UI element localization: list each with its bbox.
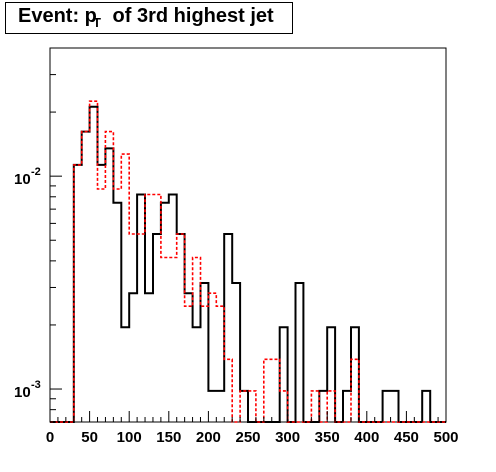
title-subscript: T	[93, 15, 101, 30]
title-text: Event: p	[18, 5, 97, 27]
y-tick-exponent: -2	[31, 166, 41, 178]
y-tick-label: 10 -2	[14, 166, 41, 188]
x-tick-label: 350	[315, 429, 340, 446]
series-1-histogram	[50, 105, 446, 423]
x-tick-label: 150	[156, 429, 181, 446]
title-text-rest: of 3rd highest jet	[107, 5, 274, 27]
x-tick-label: 50	[81, 429, 98, 446]
x-tick-label: 200	[196, 429, 221, 446]
x-tick-label: 500	[433, 429, 458, 446]
y-tick-base: 10	[14, 171, 31, 188]
x-tick-label: 400	[354, 429, 379, 446]
plot-frame	[49, 47, 447, 423]
x-tick-label: 100	[117, 429, 142, 446]
x-tick-label: 250	[235, 429, 260, 446]
series-2-histogram	[50, 100, 446, 423]
chart-title: Event: p T of 3rd highest jet	[5, 2, 293, 34]
y-tick-label: 10 -3	[14, 379, 41, 401]
y-tick-exponent: -3	[31, 379, 41, 391]
x-tick-label: 450	[394, 429, 419, 446]
x-tick-label: 300	[275, 429, 300, 446]
y-tick-base: 10	[14, 384, 31, 401]
x-tick-label: 0	[46, 429, 54, 446]
series-layer	[50, 100, 446, 423]
